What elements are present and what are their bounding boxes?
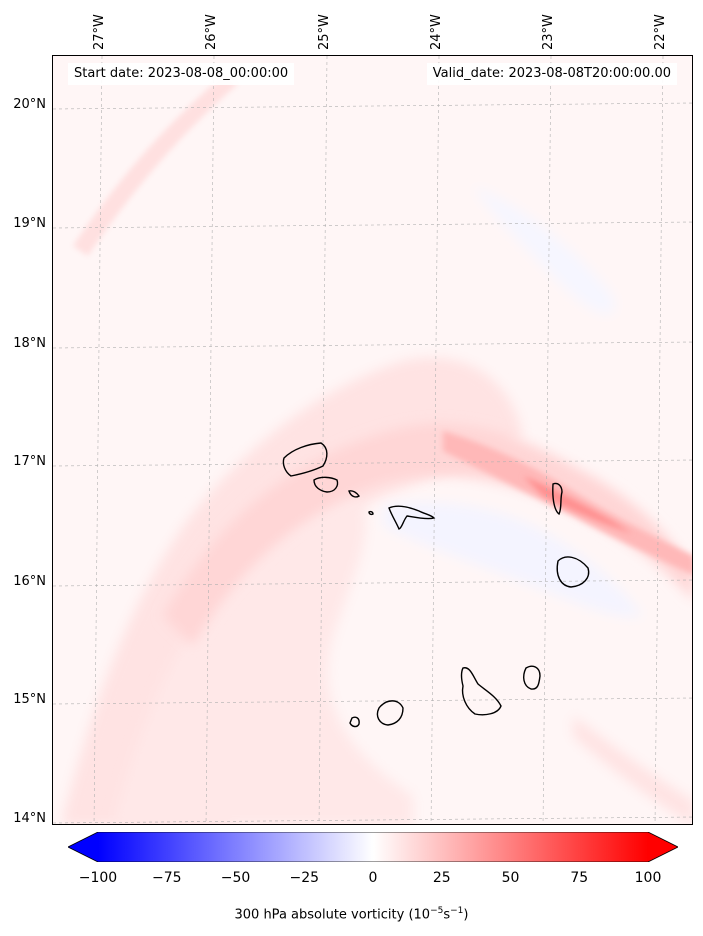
latitude-label: 16°N — [13, 574, 46, 589]
colorbar-tick-label: −25 — [289, 870, 320, 886]
latitude-label: 14°N — [13, 811, 46, 826]
colorbar-tick-label: 100 — [634, 870, 662, 886]
colorbar-extend-min — [68, 832, 98, 862]
island-brava — [349, 716, 360, 728]
colorbar-label: 300 hPa absolute vorticity (10−5s−1) — [0, 906, 703, 922]
colorbar-label-exp2: −1 — [450, 906, 464, 916]
colorbar — [68, 832, 678, 862]
colorbar-label-prefix: 300 hPa absolute vorticity (10 — [234, 907, 431, 923]
longitude-label: 25°W — [317, 14, 332, 50]
island-santo-antao — [282, 442, 328, 477]
parallel-line — [53, 697, 692, 705]
island-raso — [368, 510, 374, 516]
parallel-line — [53, 459, 692, 467]
longitude-label: 22°W — [653, 14, 668, 50]
colorbar-tick-label: 25 — [432, 870, 451, 886]
colorbar-label-mid: s — [443, 907, 451, 923]
longitude-label: 27°W — [92, 14, 107, 50]
latitude-label: 18°N — [13, 336, 46, 351]
latitude-label: 15°N — [13, 692, 46, 707]
vorticity-streak-core — [523, 476, 633, 534]
colorbar-tick-label: −100 — [78, 870, 118, 886]
meridian-line — [542, 56, 552, 824]
island-santa-luzia — [348, 490, 360, 498]
vorticity-negative-area-2 — [473, 186, 615, 315]
graticule — [53, 56, 692, 824]
valid-date-label: Valid_date: 2023-08-08T20:00:00.00 — [426, 63, 677, 85]
island-maio — [523, 665, 541, 690]
colorbar-label-exp1: −5 — [430, 906, 444, 916]
start-date-label: Start date: 2023-08-08_00:00:00 — [68, 63, 295, 85]
island-sao-nicolau — [388, 505, 436, 530]
island-santiago — [460, 667, 502, 716]
island-sao-vicente — [313, 476, 339, 493]
vorticity-band-lower — [113, 496, 413, 824]
colorbar-extend-max — [648, 832, 678, 862]
parallel-line — [53, 341, 692, 349]
coastlines — [282, 442, 590, 728]
longitude-label: 24°W — [429, 14, 444, 50]
map-panel — [52, 55, 693, 825]
colorbar-label-suffix: ) — [463, 907, 469, 923]
meridian-line — [654, 56, 664, 824]
longitude-label: 26°W — [204, 14, 219, 50]
colorbar-tick-label: −50 — [220, 870, 251, 886]
latitude-label: 20°N — [13, 97, 46, 112]
parallel-line — [53, 221, 692, 229]
meridian-line — [205, 56, 215, 824]
vorticity-map — [53, 56, 692, 824]
longitude-label: 23°W — [541, 14, 556, 50]
parallel-line — [53, 579, 692, 587]
vorticity-streak-se — [573, 716, 692, 824]
island-boa-vista — [556, 556, 590, 588]
vorticity-arc — [163, 423, 692, 646]
parallel-line — [53, 102, 692, 110]
colorbar-tick-label: 50 — [501, 870, 520, 886]
island-fogo — [376, 700, 404, 726]
meridian-line — [318, 56, 328, 824]
vorticity-negative-area — [383, 502, 643, 617]
vorticity-streak-nw — [73, 76, 238, 256]
island-sal — [552, 482, 563, 516]
latitude-label: 17°N — [13, 454, 46, 469]
latitude-label: 19°N — [13, 216, 46, 231]
colorbar-tick-label: 75 — [570, 870, 589, 886]
meridian-line — [430, 56, 440, 824]
meridian-line — [93, 56, 103, 824]
colorbar-body — [98, 832, 648, 862]
colorbar-tick-label: −75 — [151, 870, 182, 886]
parallel-line — [53, 816, 692, 824]
colorbar-tick-label: 0 — [368, 870, 378, 886]
